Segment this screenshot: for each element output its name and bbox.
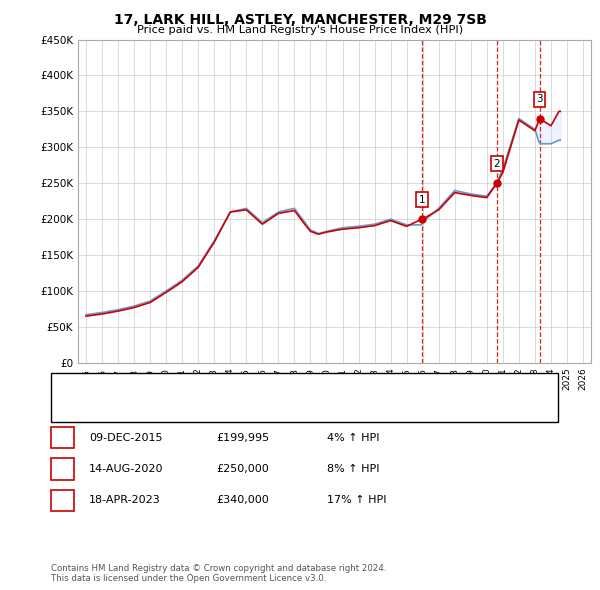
Text: 3: 3: [59, 496, 66, 505]
Text: 18-APR-2023: 18-APR-2023: [89, 496, 161, 505]
Text: 09-DEC-2015: 09-DEC-2015: [89, 433, 162, 442]
Text: —: —: [60, 400, 77, 418]
Text: Contains HM Land Registry data © Crown copyright and database right 2024.
This d: Contains HM Land Registry data © Crown c…: [51, 563, 386, 583]
Text: 2: 2: [493, 159, 500, 169]
Text: 4% ↑ HPI: 4% ↑ HPI: [327, 433, 380, 442]
Text: HPI: Average price, detached house, Wigan: HPI: Average price, detached house, Wiga…: [83, 404, 308, 414]
Text: £199,995: £199,995: [216, 433, 269, 442]
Text: 17, LARK HILL, ASTLEY, MANCHESTER, M29 7SB: 17, LARK HILL, ASTLEY, MANCHESTER, M29 7…: [113, 13, 487, 27]
Text: 14-AUG-2020: 14-AUG-2020: [89, 464, 163, 474]
Text: £250,000: £250,000: [216, 464, 269, 474]
Text: 1: 1: [418, 195, 425, 205]
Text: 17% ↑ HPI: 17% ↑ HPI: [327, 496, 386, 505]
Text: —: —: [60, 378, 77, 396]
Text: 3: 3: [536, 94, 543, 104]
Text: 8% ↑ HPI: 8% ↑ HPI: [327, 464, 380, 474]
Text: 2: 2: [59, 464, 66, 474]
Text: 17, LARK HILL, ASTLEY, MANCHESTER, M29 7SB (detached house): 17, LARK HILL, ASTLEY, MANCHESTER, M29 7…: [83, 382, 426, 392]
Text: Price paid vs. HM Land Registry's House Price Index (HPI): Price paid vs. HM Land Registry's House …: [137, 25, 463, 35]
Text: £340,000: £340,000: [216, 496, 269, 505]
Text: 1: 1: [59, 433, 66, 442]
